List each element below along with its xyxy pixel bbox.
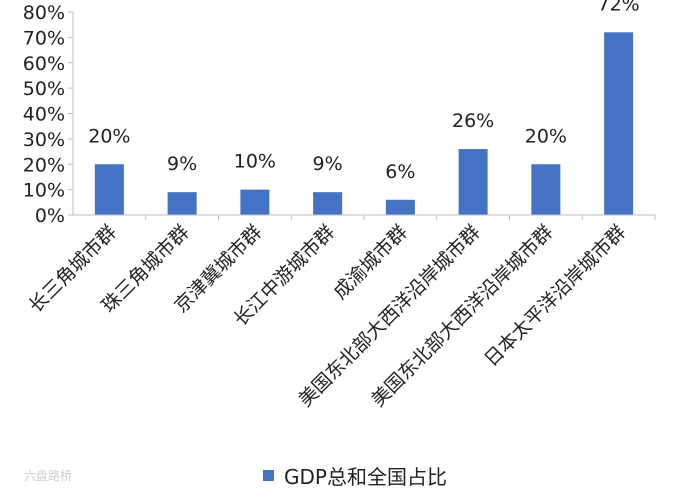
y-tick-label: 20%: [23, 154, 65, 176]
data-label: 26%: [452, 110, 494, 132]
bar: [385, 199, 415, 215]
y-tick-label: 10%: [23, 180, 65, 202]
y-axis: 0% 10% 20% 30% 40% 50% 60% 70% 80%: [23, 2, 74, 227]
y-tick-label: 70%: [23, 27, 65, 49]
data-label: 6%: [385, 161, 415, 183]
bar: [313, 192, 343, 215]
bar: [240, 189, 270, 215]
legend-label: GDP总和全国占比: [284, 465, 447, 489]
bar: [604, 32, 634, 215]
watermark-text: 六盘路桥: [24, 468, 72, 483]
category-labels: 长三角城市群珠三角城市群京津冀城市群长江中游城市群成渝城市群美国东北部大西洋沿岸…: [25, 221, 630, 411]
bar: [94, 164, 124, 215]
y-tick-label: 40%: [23, 104, 65, 126]
bars: [94, 32, 634, 215]
data-label: 20%: [88, 125, 130, 147]
y-tick-label: 50%: [23, 78, 65, 100]
y-tick-label: 80%: [23, 2, 65, 24]
data-label: 72%: [598, 0, 640, 15]
data-label: 9%: [167, 153, 197, 175]
data-label: 20%: [525, 125, 567, 147]
bar: [458, 149, 488, 215]
data-label: 10%: [234, 151, 276, 173]
legend: GDP总和全国占比: [263, 465, 447, 489]
y-tick-label: 0%: [35, 205, 65, 227]
bar: [531, 164, 561, 215]
category-label: 日本太平洋沿岸城市群: [480, 221, 630, 371]
y-tick-label: 30%: [23, 129, 65, 151]
y-tick-label: 60%: [23, 53, 65, 75]
data-labels: 20% 9% 10% 9% 6% 26% 20% 72%: [88, 0, 639, 183]
bar: [167, 192, 197, 215]
data-label: 9%: [313, 153, 343, 175]
legend-swatch: [263, 470, 274, 481]
x-axis: [73, 214, 656, 220]
